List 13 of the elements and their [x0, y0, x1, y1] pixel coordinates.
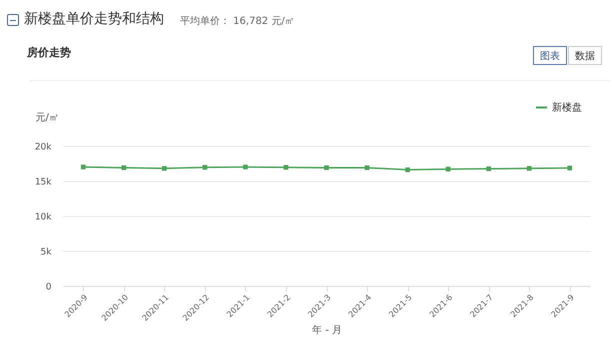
chart-title: 新楼盘单价走势和结构	[24, 10, 164, 28]
y-tick-label: 10k	[34, 212, 52, 222]
y-tick-label: 15k	[34, 178, 52, 188]
text: 房价走势	[27, 45, 71, 60]
x-axis-title: 年 - 月	[312, 324, 342, 336]
y-axis-title: 元/㎡	[36, 112, 59, 124]
chart-subtitle: 平均单价： 16,782 元/㎡	[180, 14, 295, 28]
legend-label: 新楼盘	[552, 102, 582, 114]
text: 数据	[568, 46, 602, 65]
text: 图表	[533, 46, 567, 65]
y-tick-label: 0	[46, 282, 52, 292]
y-tick-label: 20k	[34, 142, 52, 152]
y-tick-label: 5k	[40, 248, 52, 258]
